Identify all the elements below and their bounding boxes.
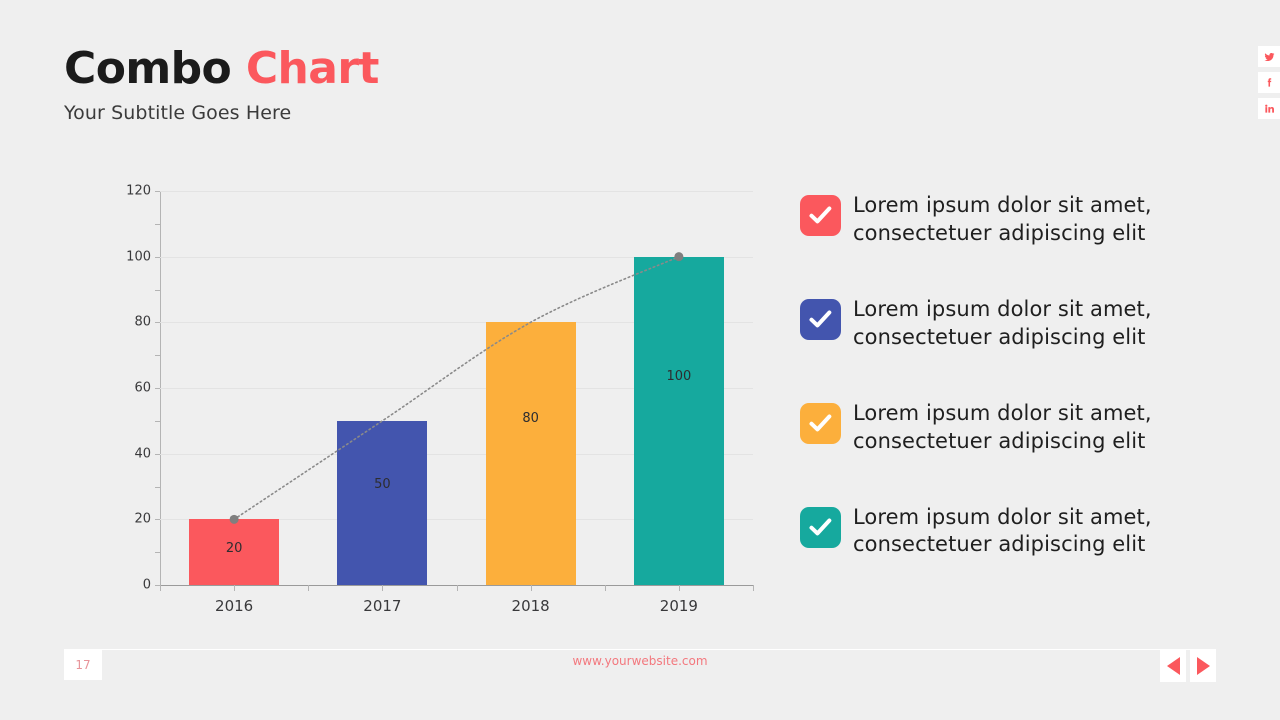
chart-bar: 50 xyxy=(337,420,428,585)
x-axis-tick xyxy=(234,585,236,591)
gridline xyxy=(160,191,753,192)
page-subtitle: Your Subtitle Goes Here xyxy=(64,102,292,125)
checkbox-checked-icon[interactable] xyxy=(800,506,841,548)
bar-value-label: 80 xyxy=(522,411,539,427)
y-axis-tick-label: 100 xyxy=(126,249,151,265)
x-axis-tick xyxy=(678,585,680,591)
checkbox-checked-icon[interactable] xyxy=(800,195,841,236)
y-axis-tick xyxy=(155,322,160,324)
page-title: Combo Chart xyxy=(64,43,380,94)
combo-chart: 0 20 40 60 80 100 120 20 50 80 100 2016 2017 2018 20… xyxy=(64,176,764,626)
legend-item-text: Lorem ipsum dolor sit amet, consectetuer … xyxy=(853,192,1152,248)
legend-item-line2: consectetuer adipiscing elit xyxy=(853,324,1146,349)
bar-value-label: 20 xyxy=(225,541,243,557)
chevron-right-icon xyxy=(1196,657,1210,675)
chart-plot-area: 0 20 40 60 80 100 120 20 50 80 100 2016 2017 2018 20… xyxy=(126,184,754,615)
y-axis-minor-tick xyxy=(155,552,160,554)
legend-item-line1: Lorem ipsum dolor sit amet, xyxy=(853,296,1152,321)
legend-item[interactable]: Lorem ipsum dolor sit amet, consectetuer … xyxy=(800,504,1200,560)
y-axis-tick-label: 40 xyxy=(134,446,151,462)
bar-value-label: 50 xyxy=(374,476,391,492)
twitter-icon[interactable] xyxy=(1258,46,1280,67)
y-axis-tick-label: 20 xyxy=(134,511,151,527)
x-axis-tick xyxy=(753,585,754,591)
legend-item-line1: Lorem ipsum dolor sit amet, xyxy=(853,504,1152,529)
legend-item-line1: Lorem ipsum dolor sit amet, xyxy=(853,193,1152,217)
y-axis-tick-label: 0 xyxy=(142,577,151,593)
y-axis-tick-label: 120 xyxy=(126,183,151,199)
legend-item-line2: consectetuer adipiscing elit xyxy=(853,428,1146,453)
x-axis-tick-label: 2017 xyxy=(363,597,402,615)
x-axis-tick xyxy=(530,585,532,591)
y-axis-minor-tick xyxy=(155,289,160,291)
footer-website-link[interactable]: www.yourwebsite.com xyxy=(572,654,708,668)
x-axis-tick xyxy=(604,585,606,591)
checkbox-checked-icon[interactable] xyxy=(800,298,841,340)
y-axis-tick xyxy=(155,388,160,389)
chart-bar: 100 xyxy=(633,256,724,585)
legend-item[interactable]: Lorem ipsum dolor sit amet, consectetuer … xyxy=(800,192,1200,248)
y-axis-tick xyxy=(155,519,160,521)
legend-item[interactable]: Lorem ipsum dolor sit amet, consectetuer … xyxy=(800,400,1200,456)
slide-header: Combo Chart Your Subtitle Goes Here xyxy=(64,43,380,125)
chart-bar: 80 xyxy=(485,322,576,585)
y-axis-tick xyxy=(155,585,160,586)
page-title-main: Combo xyxy=(64,43,246,94)
slide-navigation xyxy=(1160,650,1216,682)
prev-slide-button[interactable] xyxy=(1160,650,1186,682)
x-axis-tick xyxy=(160,585,161,591)
page-title-accent: Chart xyxy=(245,43,380,94)
page-number: 17 xyxy=(64,650,102,680)
social-rail xyxy=(1258,46,1280,119)
legend-item-line2: consectetuer adipiscing elit xyxy=(853,220,1146,245)
chart-bar: 20 xyxy=(189,519,280,585)
footer-divider xyxy=(64,649,1216,650)
y-axis-minor-tick xyxy=(155,223,160,225)
legend-item[interactable]: Lorem ipsum dolor sit amet, consectetuer … xyxy=(800,296,1200,352)
x-axis-tick-label: 2019 xyxy=(659,597,698,615)
x-axis-tick xyxy=(308,585,310,591)
y-axis-tick xyxy=(155,256,160,258)
y-axis-tick-label: 80 xyxy=(134,314,151,330)
chevron-left-icon xyxy=(1166,657,1180,675)
linkedin-icon[interactable] xyxy=(1258,98,1280,119)
legend-list: Lorem ipsum dolor sit amet, consectetuer … xyxy=(800,192,1200,559)
y-axis-tick-label: 60 xyxy=(134,380,151,396)
y-axis-tick xyxy=(155,191,160,192)
bar-value-label: 100 xyxy=(666,368,692,384)
next-slide-button[interactable] xyxy=(1190,650,1216,682)
legend-item-line2: consectetuer adipiscing elit xyxy=(853,532,1146,557)
x-axis-tick xyxy=(382,585,384,591)
y-axis-minor-tick xyxy=(155,420,160,422)
legend-item-line1: Lorem ipsum dolor sit amet, xyxy=(853,400,1152,425)
x-axis-tick-label: 2016 xyxy=(215,597,254,615)
y-axis-tick xyxy=(155,453,160,455)
checkbox-checked-icon[interactable] xyxy=(800,402,841,444)
y-axis-minor-tick xyxy=(155,486,160,488)
legend-item-text: Lorem ipsum dolor sit amet, consectetuer … xyxy=(853,296,1152,352)
x-axis-tick-label: 2018 xyxy=(511,597,550,615)
legend-item-text: Lorem ipsum dolor sit amet, consectetuer … xyxy=(853,504,1152,560)
y-axis-minor-tick xyxy=(155,355,160,357)
x-axis-tick xyxy=(456,585,458,591)
legend-item-text: Lorem ipsum dolor sit amet, consectetuer … xyxy=(853,400,1152,456)
facebook-icon[interactable] xyxy=(1258,72,1280,93)
